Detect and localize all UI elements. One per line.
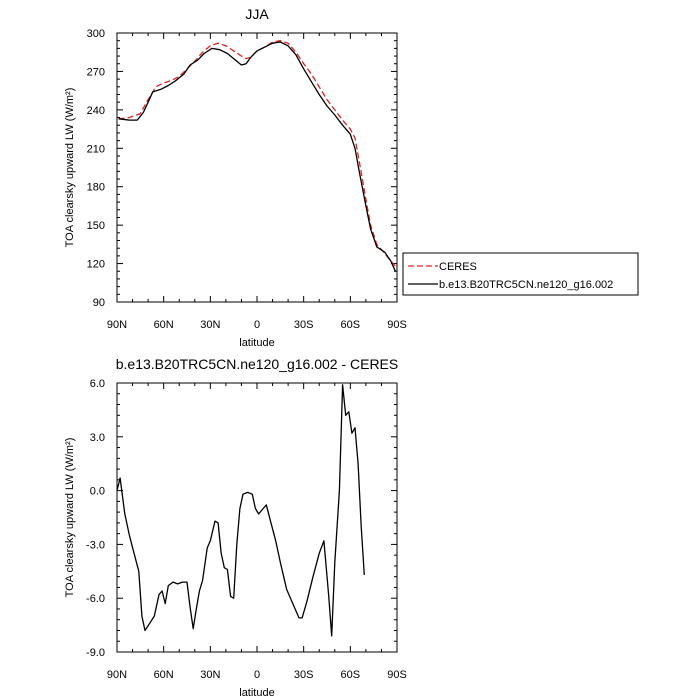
legend-label: CERES [439, 261, 477, 273]
legend-box [402, 252, 639, 296]
chart-panel-1: JJA 90N 60N 30N 0 30S 60S 90S 90 120 150 180 210 240 2… [64, 6, 639, 349]
panel1-x-tick-label: 0 [254, 319, 260, 331]
panel2-y-tick-label: -6.0 [86, 593, 105, 605]
panel1-x-tick-label: 60N [154, 319, 174, 331]
panel1-y-axis-title: TOA clearsky upward LW (W/m²) [64, 88, 76, 248]
panel2-y-tick-label: 0.0 [90, 486, 105, 498]
panel1-y-tick-label: 270 [87, 66, 105, 78]
panel1-plot-frame [116, 32, 398, 303]
panel2-x-tick-label: 90N [107, 669, 127, 681]
panel1-y-tick-label: 180 [87, 182, 105, 194]
panel2-series-line-difference [116, 384, 365, 637]
panel1-y-tick-label: 210 [87, 143, 105, 155]
panel2-x-axis-title: latitude [239, 687, 274, 699]
panel1-y-tick-label: 90 [93, 297, 105, 309]
panel2-x-tick-label: 90S [387, 669, 407, 681]
panel1-x-tick-label: 30N [200, 319, 220, 331]
panel1-y-tick-label: 120 [87, 259, 105, 271]
chart-panel-2: b.e13.B20TRC5CN.ne120_g16.002 - CERES 90N… [64, 356, 407, 699]
panel1-x-tick-label: 90N [107, 319, 127, 331]
panel1-series-line-b-e13-b20trc5cn-ne120-g16-002 [118, 41, 396, 272]
panel1-x-tick-label: 90S [387, 319, 407, 331]
panel2-x-tick-label: 30S [294, 669, 314, 681]
panel2-y-tick-label: 3.0 [90, 432, 105, 444]
panel1-y-tick-label: 150 [87, 220, 105, 232]
legend: CERES b.e13.B20TRC5CN.ne120_g16.002 [402, 252, 639, 296]
panel1-y-tick-label: 240 [87, 105, 105, 117]
panel2-x-tick-label: 0 [254, 669, 260, 681]
panel1-y-tick-label: 300 [87, 28, 105, 40]
panel1-title: JJA [245, 6, 269, 22]
panel2-y-tick-label: -9.0 [86, 647, 105, 659]
panel1-x-tick-label: 60S [341, 319, 361, 331]
panel2-x-tick-label: 60S [341, 669, 361, 681]
panel2-plot-frame [116, 382, 398, 653]
panel2-y-tick-label: 6.0 [90, 378, 105, 390]
panel1-x-axis-title: latitude [239, 337, 274, 349]
legend-label: b.e13.B20TRC5CN.ne120_g16.002 [439, 279, 613, 291]
panel2-y-axis-title: TOA clearsky upward LW (W/m²) [64, 438, 76, 598]
panel1-series-line-ceres [118, 40, 396, 267]
panel2-title: b.e13.B20TRC5CN.ne120_g16.002 - CERES [116, 356, 399, 372]
panel2-x-tick-label: 60N [154, 669, 174, 681]
panel1-x-tick-label: 30S [294, 319, 314, 331]
panel2-x-tick-label: 30N [200, 669, 220, 681]
panel2-y-tick-label: -3.0 [86, 539, 105, 551]
